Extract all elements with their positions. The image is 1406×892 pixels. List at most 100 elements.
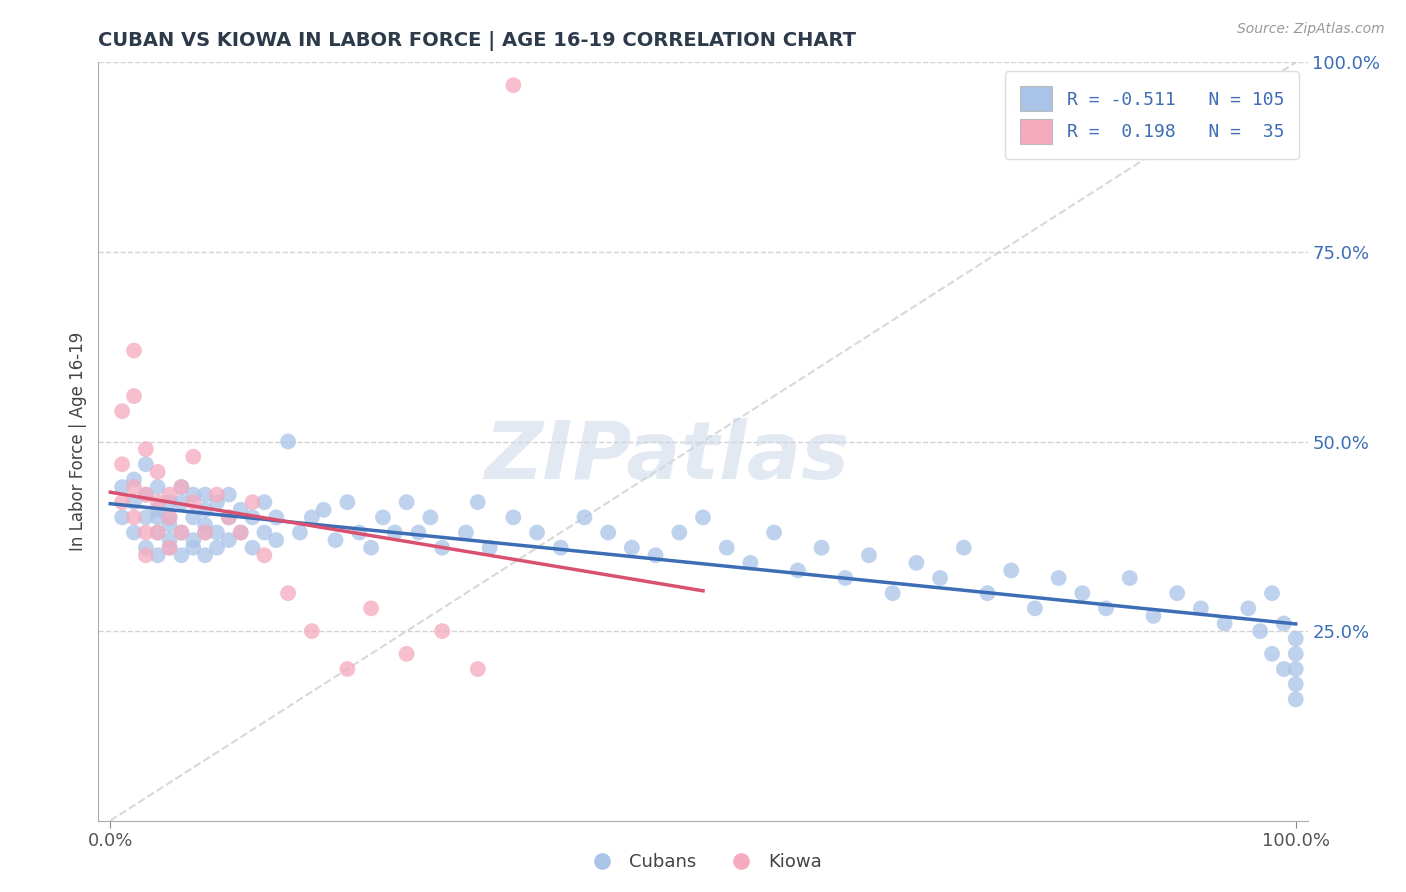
Point (205, 495, 228, 509)
Point (194, 548, 217, 563)
Point (122, 495, 145, 509)
Point (395, 647, 418, 661)
Point (159, 541, 181, 555)
Point (834, 571, 856, 585)
Point (181, 510, 204, 524)
Point (159, 533, 181, 548)
Point (1142, 608, 1164, 623)
Point (170, 480, 193, 494)
Point (976, 586, 998, 600)
Point (432, 541, 454, 555)
Point (122, 525, 145, 540)
Point (159, 510, 181, 524)
Point (763, 525, 786, 540)
Point (122, 389, 145, 403)
Point (1285, 647, 1308, 661)
Point (598, 525, 620, 540)
Point (159, 517, 181, 532)
Point (502, 510, 524, 524)
Point (264, 510, 287, 524)
Point (122, 343, 145, 358)
Point (478, 541, 501, 555)
Point (858, 548, 880, 563)
Point (170, 480, 193, 494)
Point (668, 525, 690, 540)
Point (432, 624, 454, 639)
Point (242, 495, 264, 509)
Point (325, 533, 347, 548)
Point (229, 503, 252, 517)
Point (135, 541, 157, 555)
Point (146, 510, 169, 524)
Point (205, 541, 228, 555)
Point (644, 548, 666, 563)
Point (1285, 677, 1308, 691)
Point (1071, 586, 1094, 600)
Point (288, 525, 311, 540)
Point (929, 571, 952, 585)
Text: ZIPatlas: ZIPatlas (484, 417, 849, 496)
Point (395, 495, 418, 509)
Text: Source: ZipAtlas.com: Source: ZipAtlas.com (1237, 22, 1385, 37)
Point (716, 541, 738, 555)
Point (1213, 616, 1236, 631)
Point (146, 480, 169, 494)
Point (135, 487, 157, 501)
Point (159, 487, 181, 501)
Point (620, 541, 643, 555)
Point (218, 487, 240, 501)
Point (111, 458, 134, 472)
Point (1285, 632, 1308, 646)
Point (135, 525, 157, 540)
Point (1285, 692, 1308, 706)
Legend: R = -0.511   N = 105, R =  0.198   N =  35: R = -0.511 N = 105, R = 0.198 N = 35 (1005, 71, 1299, 159)
Point (1249, 624, 1271, 639)
Text: CUBAN VS KIOWA IN LABOR FORCE | AGE 16-19 CORRELATION CHART: CUBAN VS KIOWA IN LABOR FORCE | AGE 16-1… (98, 30, 856, 51)
Point (229, 525, 252, 540)
Point (1095, 601, 1118, 615)
Point (692, 510, 714, 524)
Legend: Cubans, Kiowa: Cubans, Kiowa (576, 847, 830, 879)
Point (122, 510, 145, 524)
Point (135, 510, 157, 524)
Point (277, 434, 299, 449)
Point (526, 525, 548, 540)
Point (384, 525, 406, 540)
Point (360, 601, 382, 615)
Point (419, 510, 441, 524)
Point (574, 510, 596, 524)
Point (347, 525, 370, 540)
Point (146, 465, 169, 479)
Point (277, 586, 299, 600)
Point (336, 495, 359, 509)
Point (242, 541, 264, 555)
Point (170, 548, 193, 563)
Point (1024, 601, 1046, 615)
Point (181, 541, 204, 555)
Point (159, 510, 181, 524)
Point (218, 533, 240, 548)
Point (122, 480, 145, 494)
Point (135, 458, 157, 472)
Point (218, 510, 240, 524)
Point (181, 495, 204, 509)
Point (301, 510, 323, 524)
Point (1285, 662, 1308, 676)
Point (146, 503, 169, 517)
Point (253, 525, 276, 540)
Point (253, 548, 276, 563)
Point (111, 480, 134, 494)
Point (146, 495, 169, 509)
Point (786, 564, 808, 578)
Point (146, 548, 169, 563)
Point (1261, 647, 1284, 661)
Y-axis label: In Labor Force | Age 16-19: In Labor Force | Age 16-19 (69, 332, 87, 551)
Point (205, 525, 228, 540)
Point (170, 495, 193, 509)
Point (159, 495, 181, 509)
Point (264, 533, 287, 548)
Point (253, 495, 276, 509)
Point (454, 525, 477, 540)
Point (882, 586, 904, 600)
Point (229, 525, 252, 540)
